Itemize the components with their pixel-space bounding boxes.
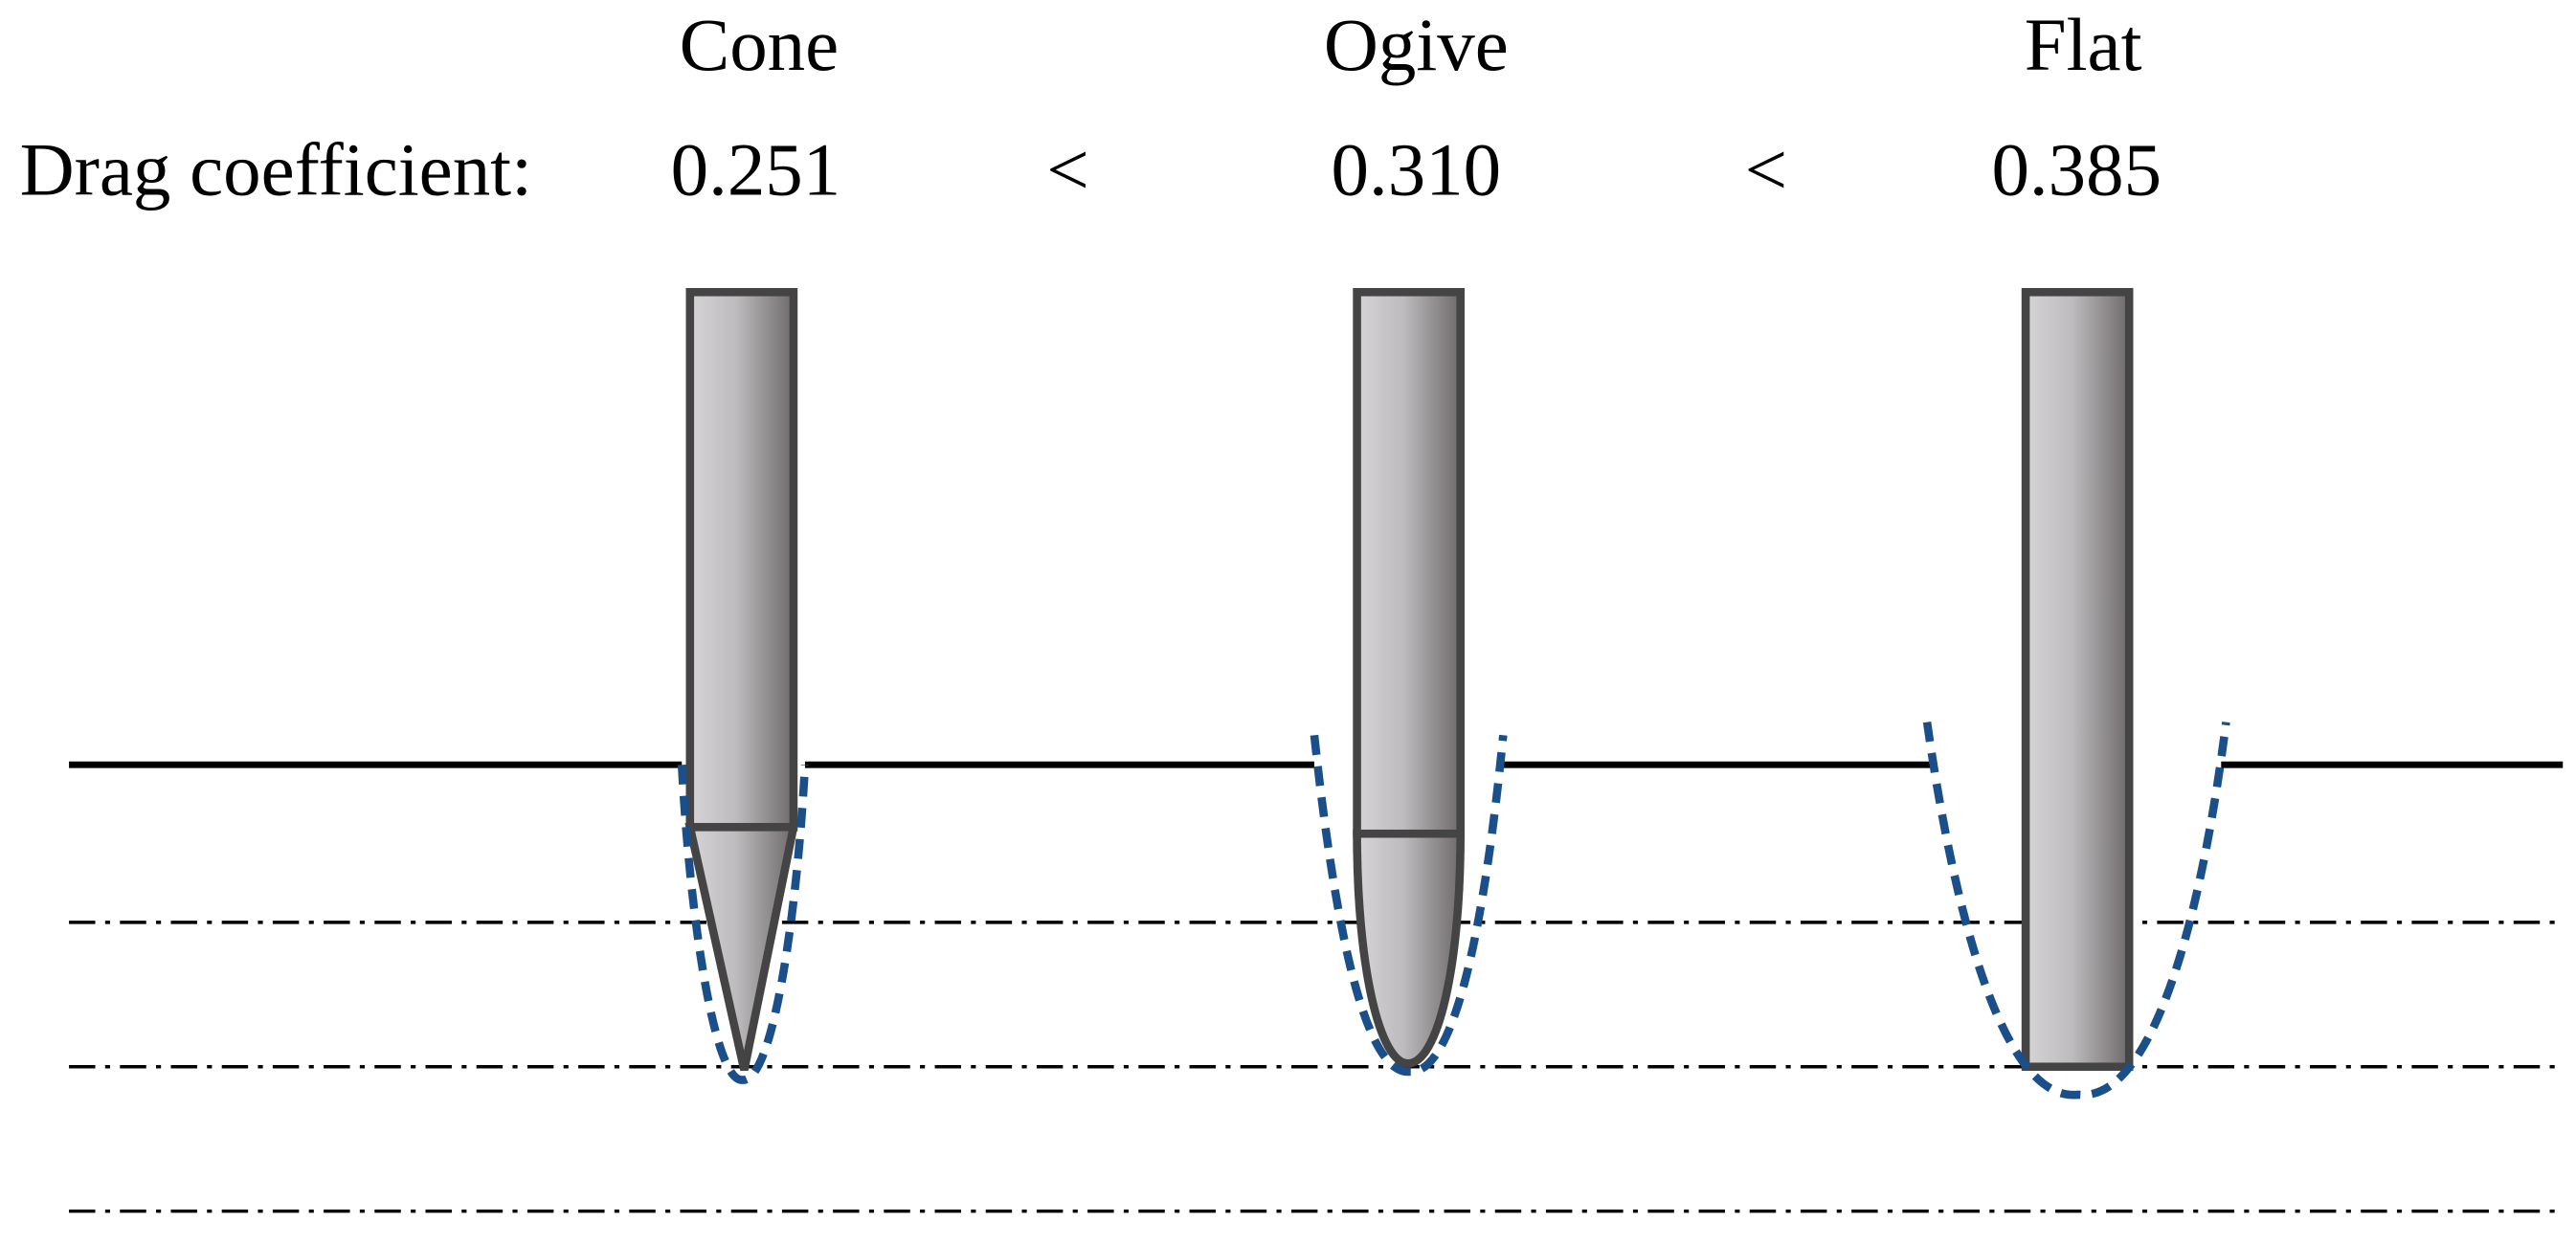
drag-value: 0.310 [1332, 128, 1502, 211]
shape-name: Ogive [1324, 4, 1509, 87]
shape-name: Flat [2025, 4, 2142, 87]
affected-zone [1310, 734, 1508, 1077]
shape-name: Cone [680, 4, 840, 87]
cone-tip [684, 823, 799, 1072]
comparator: < [1745, 128, 1788, 211]
row-label: Drag coefficient: [20, 128, 532, 211]
needle-shaft [2021, 287, 2134, 1072]
needle-shaft [1353, 287, 1465, 838]
needle-shaft [685, 287, 798, 832]
comparator: < [1046, 128, 1089, 211]
affected-zone [677, 764, 810, 1084]
affected-zone [1922, 722, 2230, 1100]
drag-value: 0.385 [1991, 128, 2162, 211]
drag-value: 0.251 [671, 128, 841, 211]
ogive-tip [1353, 829, 1465, 1068]
